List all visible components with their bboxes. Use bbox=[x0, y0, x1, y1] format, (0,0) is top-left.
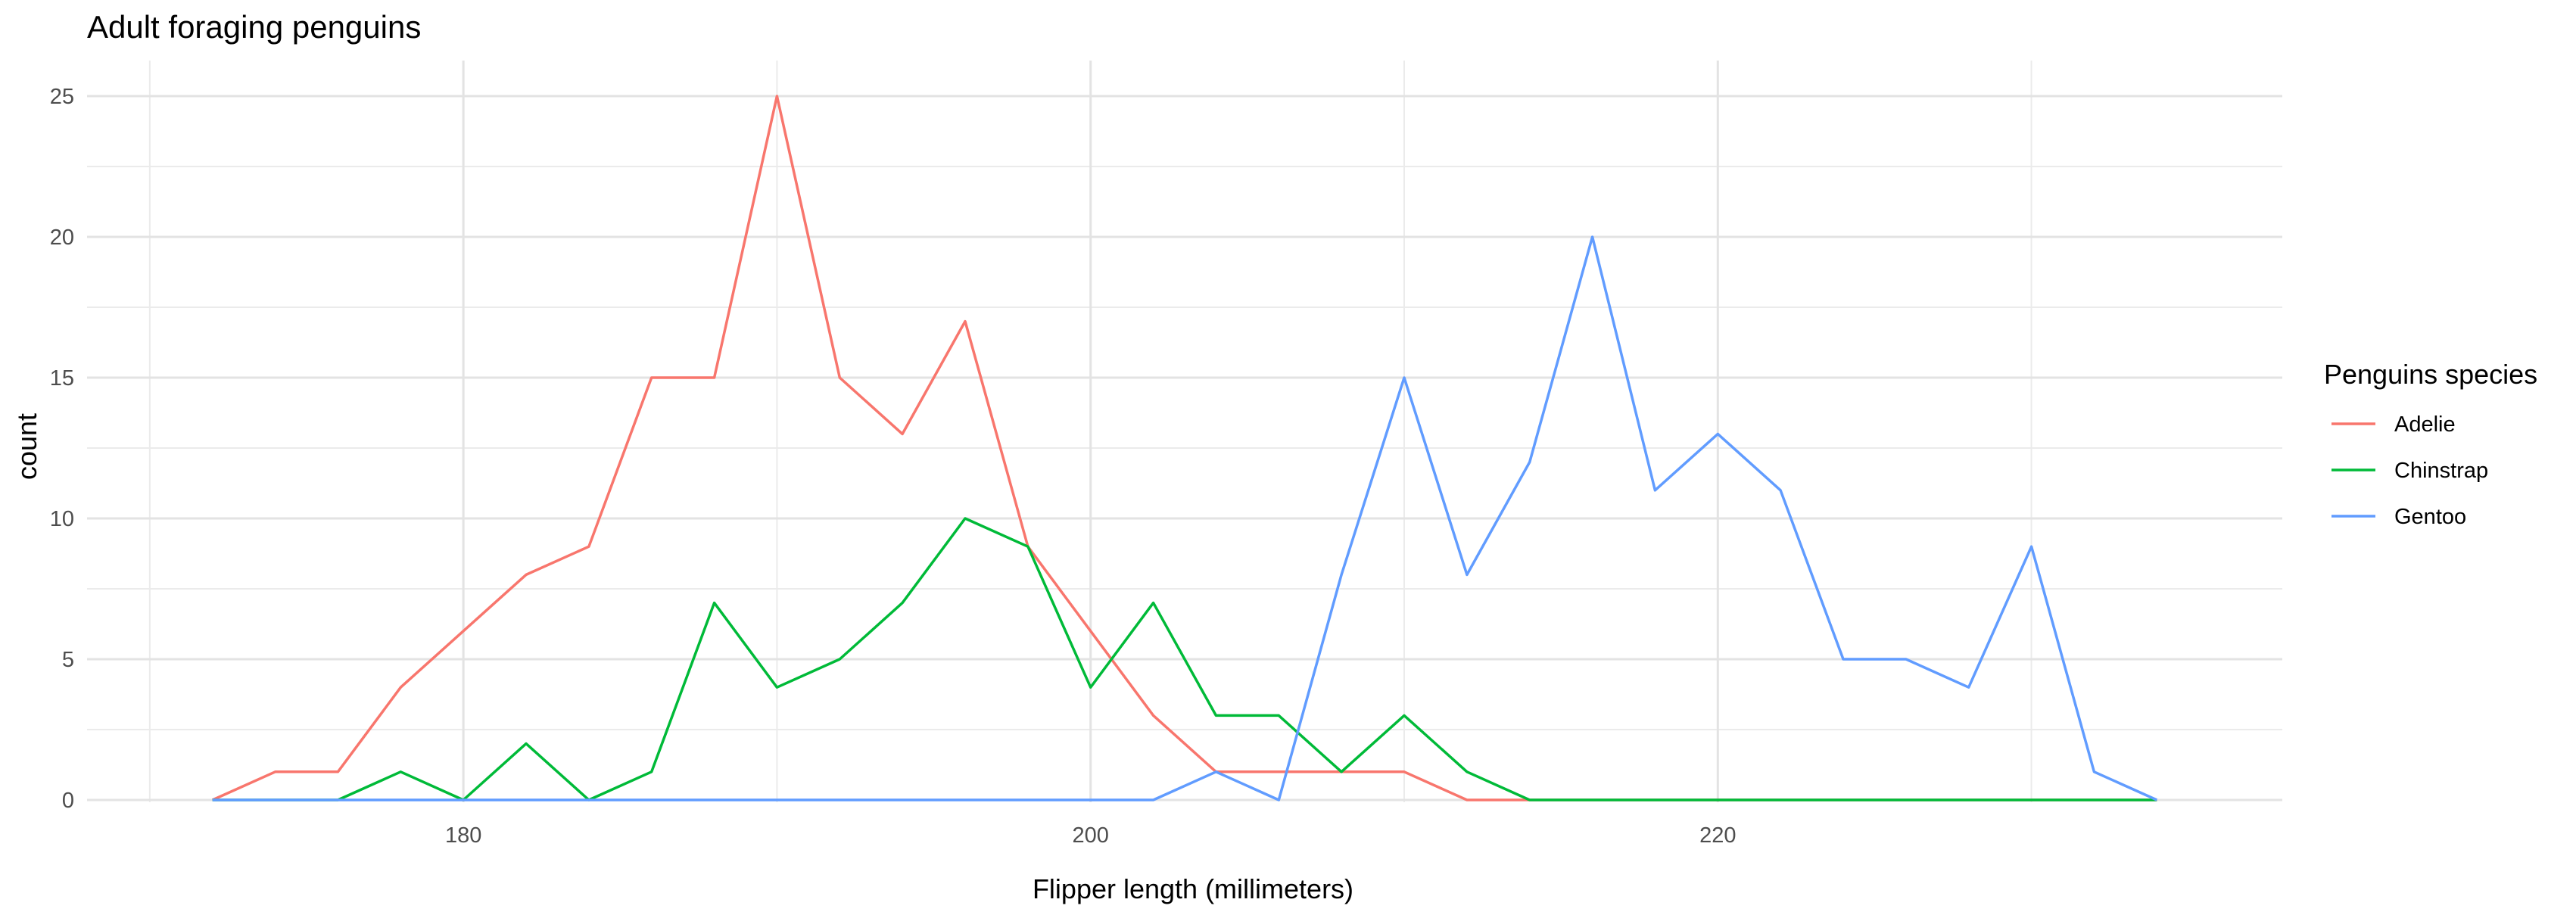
series-lines bbox=[211, 95, 2158, 801]
series-line-chinstrap bbox=[212, 517, 2157, 801]
y-tick-label: 15 bbox=[50, 366, 74, 391]
x-tick-label: 180 bbox=[445, 823, 481, 848]
y-tick-label: 10 bbox=[50, 507, 74, 531]
legend-items: Adelie Chinstrap Gentoo bbox=[2331, 412, 2488, 529]
x-tick-label: 200 bbox=[1073, 823, 1109, 848]
axes: 180 200 220 0 5 10 15 20 25 bbox=[50, 85, 1737, 848]
x-tick-label: 220 bbox=[1699, 823, 1736, 848]
x-axis-label: Flipper length (millimeters) bbox=[1033, 873, 1353, 904]
y-tick-label: 5 bbox=[62, 648, 74, 672]
legend-label-adelie: Adelie bbox=[2394, 412, 2456, 437]
legend-title: Penguins species bbox=[2324, 359, 2537, 390]
series-line-gentoo bbox=[212, 235, 2158, 801]
legend: Penguins species Adelie Chinstrap Gentoo bbox=[2324, 359, 2537, 529]
y-tick-label: 20 bbox=[50, 226, 74, 250]
grid bbox=[87, 61, 2282, 802]
chart-title: Adult foraging penguins bbox=[87, 9, 421, 45]
legend-label-gentoo: Gentoo bbox=[2394, 505, 2466, 529]
y-tick-label: 25 bbox=[50, 85, 74, 109]
legend-label-chinstrap: Chinstrap bbox=[2394, 459, 2488, 483]
y-axis-label: count bbox=[11, 413, 42, 480]
y-tick-label: 0 bbox=[62, 789, 74, 813]
